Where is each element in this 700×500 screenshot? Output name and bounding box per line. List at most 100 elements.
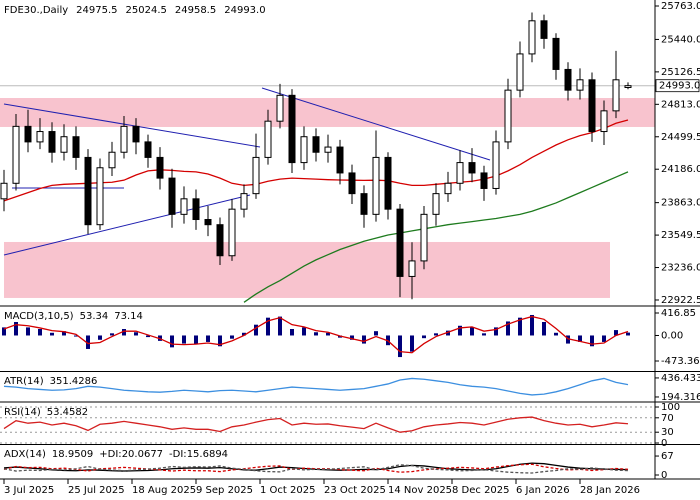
candle-body	[480, 172, 488, 189]
histogram-bar	[254, 324, 258, 336]
x-tick-label: 14 Nov 2025	[388, 485, 452, 496]
symbol: FDE30.,Daily	[4, 5, 68, 16]
histogram-bar	[26, 327, 30, 336]
candle-body	[276, 94, 284, 122]
histogram-bar	[74, 335, 78, 337]
series-name: +DI:	[99, 449, 121, 460]
y-tick-label: 25440.0	[661, 34, 700, 45]
x-tick-label: 3 Jul 2025	[4, 485, 54, 496]
candle-body	[192, 198, 200, 221]
y-tick-label: 30	[661, 427, 674, 438]
y-tick-label: 70	[661, 413, 674, 424]
y-tick-label: -473.36	[661, 356, 700, 367]
candle-body	[12, 125, 20, 184]
histogram-bar	[230, 335, 234, 339]
candle-body	[156, 156, 164, 179]
candle-body	[36, 131, 44, 143]
indicator-line	[3, 416, 629, 433]
trendline	[3, 103, 261, 148]
zone	[0, 98, 655, 127]
y-tick-label: 0.00	[661, 330, 683, 341]
x-tick-label: 8 Dec 2025	[452, 485, 510, 496]
histogram-bar	[302, 327, 306, 336]
candle-body	[60, 136, 68, 153]
histogram-bar	[494, 327, 498, 336]
candle-body	[468, 162, 476, 174]
candle-body	[180, 198, 188, 215]
histogram-bar	[578, 335, 582, 342]
histogram-bar	[86, 335, 90, 349]
x-tick-label: 28 Jan 2026	[580, 485, 640, 496]
ohlc-value: 24975.5	[76, 5, 117, 16]
candle-body	[516, 53, 524, 91]
histogram-bar	[434, 333, 438, 336]
x-tick-label: 9 Sep 2025	[196, 485, 253, 496]
candle-body	[48, 131, 56, 153]
candle-body	[372, 156, 380, 215]
y-tick-label: 67	[661, 451, 674, 462]
y-tick-label: 23549.5	[661, 230, 700, 241]
histogram-bar	[266, 317, 270, 336]
histogram-bar	[626, 332, 630, 336]
x-tick-label: 6 Jan 2026	[516, 485, 570, 496]
histogram-bar	[2, 327, 6, 336]
histogram-bar	[518, 317, 522, 336]
candle-body	[600, 110, 608, 133]
x-tick-label: 18 Aug 2025	[132, 485, 196, 496]
histogram-bar	[146, 335, 150, 338]
histogram-bar	[506, 321, 510, 336]
candle-body	[288, 94, 296, 164]
histogram-bar	[374, 331, 378, 336]
series-value: 15.6894	[187, 449, 228, 460]
histogram-bar	[614, 330, 618, 336]
y-tick-label: 24499.5	[661, 132, 700, 143]
candle-body	[228, 208, 236, 257]
indicator-line	[3, 462, 629, 472]
candle-body	[552, 37, 560, 70]
candle-body	[24, 125, 32, 143]
indicator-line	[3, 377, 629, 396]
candle-body	[216, 224, 224, 257]
y-tick-label: 194.3161	[661, 392, 700, 403]
candle-body	[132, 125, 140, 143]
candle-body	[0, 182, 8, 200]
candle-body	[588, 79, 596, 133]
candle-body	[240, 193, 248, 210]
x-tick-label: 25 Jul 2025	[68, 485, 125, 496]
candle-body	[444, 182, 452, 195]
indicator-name: ATR(14)	[4, 376, 44, 387]
histogram-bar	[350, 335, 354, 340]
x-tick-label: 1 Oct 2025	[260, 485, 315, 496]
histogram-bar	[38, 329, 42, 336]
candle-body	[384, 156, 392, 210]
candle-body	[120, 125, 128, 153]
candle-body	[324, 146, 332, 153]
y-tick-label: 24186.0	[661, 164, 700, 175]
indicator-name: ADX(14)	[4, 449, 46, 460]
histogram-bar	[134, 332, 138, 336]
indicator-name: RSI(14)	[4, 407, 41, 418]
histogram-bar	[62, 331, 66, 336]
series-value: 351.4286	[50, 376, 98, 387]
indicator-line	[3, 315, 629, 354]
y-tick-label: 0	[661, 438, 667, 449]
histogram-bar	[278, 316, 282, 336]
histogram-bar	[458, 325, 462, 336]
histogram-bar	[242, 332, 246, 336]
histogram-bar	[470, 327, 474, 336]
histogram-bar	[554, 332, 558, 336]
y-tick-label: 23863.0	[661, 198, 700, 209]
histogram-bar	[326, 332, 330, 336]
candle-body	[108, 151, 116, 169]
y-tick-label: 25126.5	[661, 67, 700, 78]
candle-body	[144, 141, 152, 158]
candle-body	[492, 141, 500, 189]
indicator-name: MACD(3,10,5)	[4, 311, 74, 322]
indicator-header: RSI(14) 53.4582	[4, 407, 88, 418]
indicator-header: MACD(3,10,5) 53.34 73.14	[4, 311, 143, 322]
histogram-bar	[314, 332, 318, 336]
candle-body	[624, 85, 632, 89]
candle-body	[408, 260, 416, 277]
y-tick-label: 23236.0	[661, 263, 700, 274]
candle-body	[336, 146, 344, 174]
